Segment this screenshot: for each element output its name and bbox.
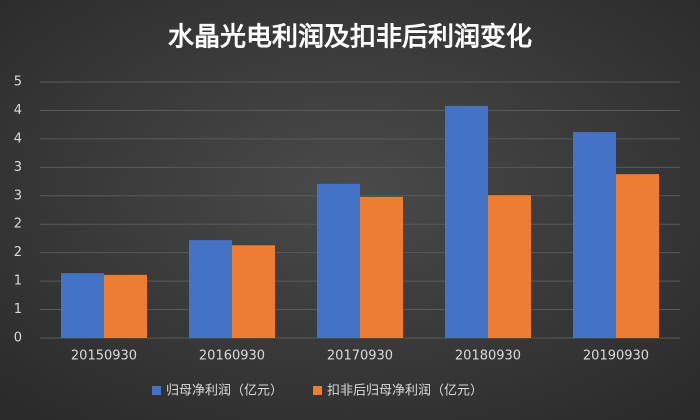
y-tick-label: 0 (14, 331, 22, 346)
legend-swatch (152, 386, 161, 395)
bar (232, 245, 275, 338)
y-tick-label: 4 (14, 131, 22, 146)
x-tick-label: 20170930 (327, 349, 393, 364)
y-tick-label: 2 (14, 217, 22, 232)
x-tick-label: 20180930 (455, 349, 521, 364)
y-tick-label: 4 (14, 103, 22, 118)
bar (488, 195, 531, 338)
x-tick-label: 20150930 (71, 349, 137, 364)
bar (360, 196, 403, 338)
y-tick-label: 3 (14, 188, 22, 203)
bar (445, 105, 488, 338)
bar (61, 273, 104, 338)
bar (616, 174, 659, 338)
y-tick-label: 2 (14, 245, 22, 260)
bar (189, 240, 232, 338)
y-tick-label: 5 (14, 75, 22, 90)
bar (317, 183, 360, 338)
legend-swatch (313, 386, 323, 395)
y-tick-label: 1 (14, 302, 22, 317)
x-tick-label: 20190930 (583, 349, 649, 364)
bar (104, 274, 147, 338)
bar (573, 132, 616, 338)
x-tick-label: 20160930 (199, 349, 265, 364)
chart-title: 水晶光电利润及扣非后利润变化 (168, 22, 532, 53)
y-tick-label: 3 (14, 160, 22, 175)
legend-label: 归母净利润（亿元） (166, 384, 283, 399)
y-tick-label: 1 (14, 274, 22, 289)
legend-label: 扣非后归母净利润（亿元） (327, 384, 483, 399)
